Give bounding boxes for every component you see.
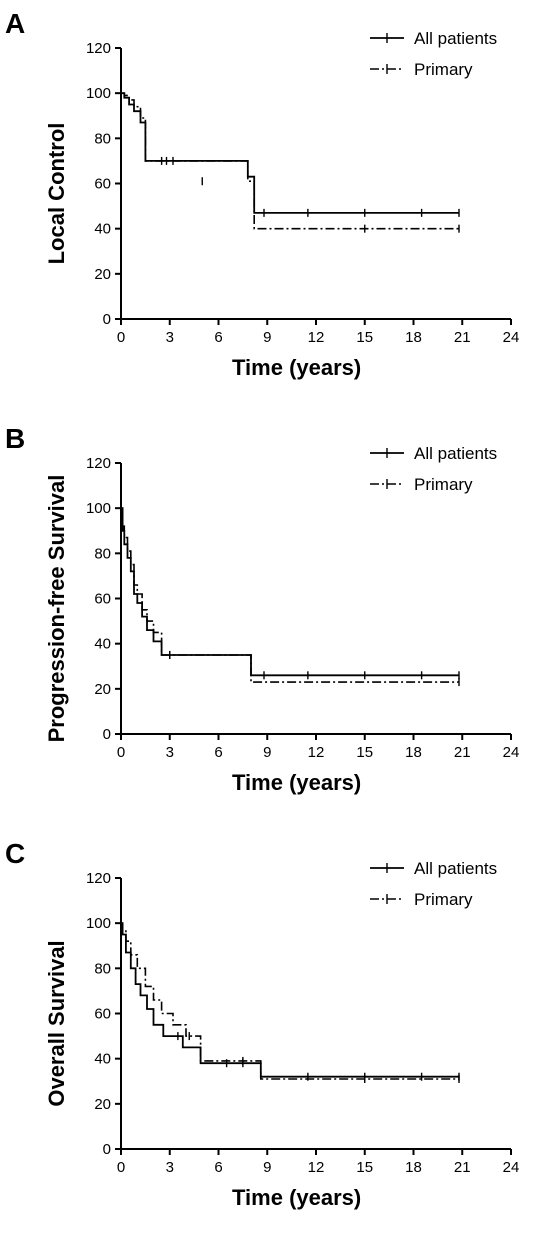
x-axis-title: Time (years) [232,1185,361,1210]
chart-panel-a: A 0 20 40 60 80 100 120 0 3 6 9 12 15 18 21 24 Time (year… [5,8,519,380]
y-tick-label: 120 [86,455,111,472]
series-line-primary [121,507,459,683]
x-tick-label: 3 [166,744,174,761]
y-tick-label: 80 [94,130,111,147]
y-tick-label: 60 [94,1006,111,1023]
y-tick-label: 20 [94,681,111,698]
x-tick-label: 15 [356,329,373,346]
legend-label: All patients [414,859,497,878]
series-line-primary [121,92,459,230]
x-tick-label: 24 [503,329,520,346]
series-line-primary [121,922,459,1080]
x-tick-label: 24 [503,744,520,761]
panel-letter: A [5,8,25,39]
x-tick-label: 3 [166,1159,174,1176]
series-line-all-patients [121,507,459,677]
legend-label: Primary [414,890,473,909]
y-axis-title: Overall Survival [44,940,69,1106]
x-tick-label: 21 [454,1159,471,1176]
x-tick-label: 21 [454,329,471,346]
y-axis-title: Progression-free Survival [44,475,69,743]
legend-label: All patients [414,444,497,463]
y-tick-label: 100 [86,915,111,932]
x-tick-label: 6 [214,329,222,346]
y-tick-label: 40 [94,636,111,653]
x-axis-title: Time (years) [232,770,361,795]
y-tick-label: 0 [103,726,111,743]
x-tick-label: 0 [117,1159,125,1176]
legend-label: Primary [414,475,473,494]
y-tick-label: 40 [94,1051,111,1068]
series-line-all-patients [121,92,459,214]
x-tick-label: 3 [166,329,174,346]
x-tick-label: 9 [263,329,271,346]
x-tick-label: 6 [214,744,222,761]
panel-letter: C [5,838,25,869]
x-tick-label: 18 [405,329,422,346]
chart-panel-c: C 0 20 40 60 80 100 120 0 3 6 9 12 15 18 21 24 Time (year… [5,838,519,1210]
x-tick-label: 9 [263,1159,271,1176]
x-axis-title: Time (years) [232,355,361,380]
y-tick-label: 120 [86,870,111,887]
chart-panel-b: B 0 20 40 60 80 100 120 0 3 6 9 12 15 18 21 24 Time (year… [5,423,519,795]
y-tick-label: 20 [94,266,111,283]
x-tick-label: 0 [117,744,125,761]
x-tick-label: 18 [405,744,422,761]
y-tick-label: 20 [94,1096,111,1113]
x-tick-label: 15 [356,1159,373,1176]
y-axis-title: Local Control [44,123,69,265]
panel-letter: B [5,423,25,454]
x-tick-label: 9 [263,744,271,761]
y-tick-label: 60 [94,176,111,193]
legend-label: Primary [414,60,473,79]
x-tick-label: 12 [308,1159,325,1176]
y-tick-label: 100 [86,85,111,102]
x-tick-label: 21 [454,744,471,761]
series-line-all-patients [121,922,459,1078]
y-tick-label: 80 [94,960,111,977]
x-tick-label: 12 [308,744,325,761]
x-tick-label: 18 [405,1159,422,1176]
y-tick-label: 80 [94,545,111,562]
y-tick-label: 0 [103,311,111,328]
x-tick-label: 24 [503,1159,520,1176]
x-tick-label: 0 [117,329,125,346]
y-tick-label: 40 [94,221,111,238]
y-tick-label: 60 [94,591,111,608]
x-tick-label: 15 [356,744,373,761]
y-tick-label: 120 [86,40,111,57]
legend-label: All patients [414,29,497,48]
y-tick-label: 100 [86,500,111,517]
x-tick-label: 6 [214,1159,222,1176]
x-tick-label: 12 [308,329,325,346]
y-tick-label: 0 [103,1141,111,1158]
